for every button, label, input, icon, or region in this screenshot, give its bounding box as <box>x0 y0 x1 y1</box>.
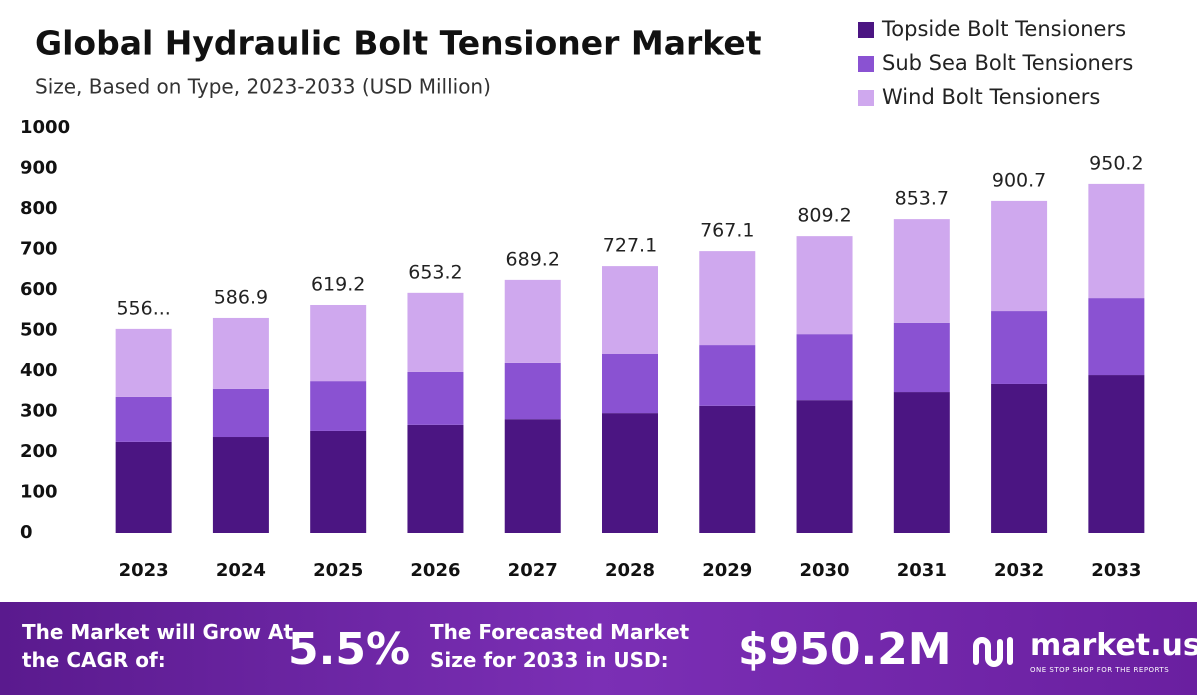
legend-label: Wind Bolt Tensioners <box>882 85 1100 109</box>
y-tick-label: 200 <box>20 441 58 462</box>
bar-segment <box>310 381 367 431</box>
total-label: 853.7 <box>895 188 949 210</box>
total-label: 619.2 <box>311 273 365 295</box>
bar-segment <box>115 396 172 442</box>
x-tick-label: 2023 <box>119 560 169 581</box>
logo <box>973 637 1013 667</box>
x-tick-label: 2030 <box>799 560 849 581</box>
total-label: 727.1 <box>603 235 657 257</box>
legend-swatch <box>858 56 874 72</box>
total-label: 586.9 <box>214 286 268 308</box>
forecast-value: $950.2M <box>738 624 952 675</box>
chart-title: Global Hydraulic Bolt Tensioner Market <box>35 24 762 63</box>
x-tick-label: 2029 <box>702 560 752 581</box>
bar-segment <box>504 362 561 420</box>
bar-segment <box>602 413 658 533</box>
total-label: 950.2 <box>1089 152 1143 174</box>
y-tick-label: 1000 <box>20 117 70 138</box>
y-tick-label: 0 <box>20 522 33 543</box>
x-tick-label: 2025 <box>313 560 363 581</box>
chart-subtitle: Size, Based on Type, 2023-2033 (USD Mill… <box>35 75 491 99</box>
tagline: ONE STOP SHOP FOR THE REPORTS <box>1030 666 1170 674</box>
chart: Global Hydraulic Bolt Tensioner Market S… <box>20 17 1145 581</box>
bar-segment <box>115 328 172 397</box>
bar-segment <box>699 405 756 533</box>
bar-segment <box>1088 298 1145 376</box>
bar-segment <box>407 292 464 372</box>
y-tick-label: 600 <box>20 279 58 300</box>
total-label: 689.2 <box>506 248 560 270</box>
bar-segment <box>504 279 561 363</box>
bar-segment <box>991 383 1048 533</box>
bar-segment <box>212 437 269 533</box>
bar-segment <box>796 400 853 533</box>
legend-label: Topside Bolt Tensioners <box>881 17 1126 41</box>
bar-segment <box>991 200 1048 312</box>
brand: market.us <box>1030 628 1197 663</box>
bar-segment <box>602 266 658 354</box>
footer: The Market will Grow At the CAGR of: 5.5… <box>0 602 1197 695</box>
bar-segment <box>407 424 464 533</box>
bar-segment <box>991 311 1048 384</box>
bar-segment <box>1088 183 1145 299</box>
y-tick-label: 700 <box>20 239 58 260</box>
x-tick-label: 2027 <box>508 560 558 581</box>
bar-segment <box>699 345 756 406</box>
total-label: 900.7 <box>992 169 1046 191</box>
bar-segment <box>893 219 950 323</box>
x-tick-label: 2024 <box>216 560 266 581</box>
bar-segment <box>699 251 756 346</box>
y-tick-label: 900 <box>20 158 58 179</box>
bar-segment <box>1088 375 1145 533</box>
cagr-text: The Market will Grow At the CAGR of: <box>22 620 294 672</box>
bar-segment <box>407 371 464 425</box>
bar-segment <box>504 419 561 533</box>
bar-segment <box>796 334 853 401</box>
x-tick-label: 2032 <box>994 560 1044 581</box>
legend-swatch <box>858 90 874 106</box>
bar-segment <box>310 304 367 382</box>
bar-segment <box>893 322 950 393</box>
total-label: 767.1 <box>700 220 754 242</box>
x-tick-label: 2033 <box>1091 560 1141 581</box>
bar-segment <box>310 430 367 533</box>
x-tick-label: 2028 <box>605 560 655 581</box>
forecast-text: The Forecasted Market Size for 2033 in U… <box>430 620 690 672</box>
bar-segment <box>212 317 269 389</box>
cagr-value: 5.5% <box>288 624 411 675</box>
bar-segment <box>212 388 269 438</box>
y-tick-label: 400 <box>20 360 58 381</box>
y-tick-label: 800 <box>20 198 58 219</box>
bar-segment <box>115 441 172 533</box>
x-tick-label: 2026 <box>410 560 460 581</box>
legend-swatch <box>858 22 874 38</box>
total-label: 556... <box>116 297 170 319</box>
total-label: 809.2 <box>797 205 851 227</box>
bar-segment <box>796 236 853 335</box>
legend-label: Sub Sea Bolt Tensioners <box>882 51 1133 75</box>
x-tick-label: 2031 <box>897 560 947 581</box>
bar-segment <box>893 392 950 533</box>
total-label: 653.2 <box>408 261 462 283</box>
y-tick-label: 500 <box>20 320 58 341</box>
bar-segment <box>602 353 658 414</box>
y-tick-label: 300 <box>20 401 58 422</box>
y-tick-label: 100 <box>20 482 58 503</box>
